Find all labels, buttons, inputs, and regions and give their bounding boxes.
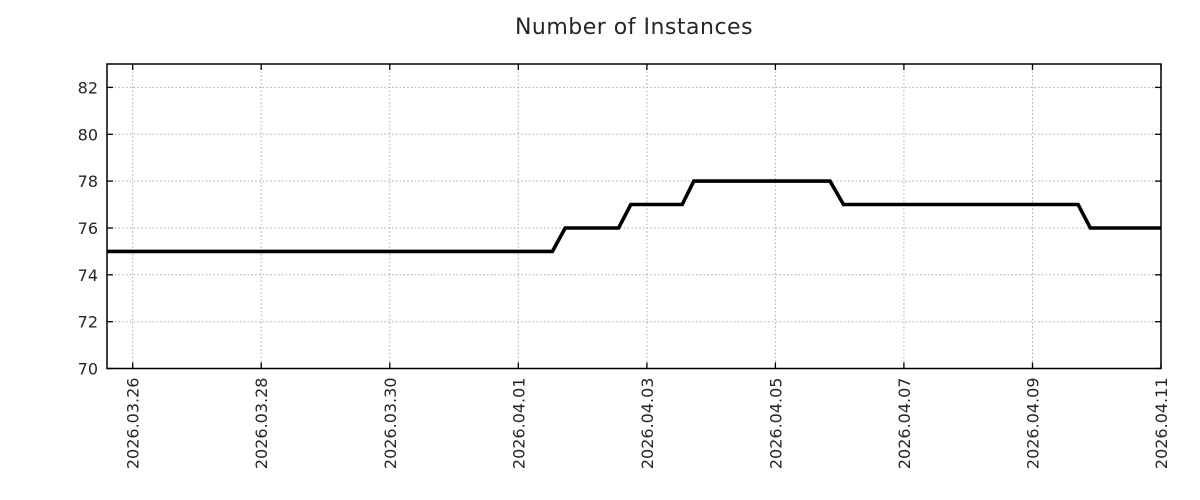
x-tick-label: 2026.04.09 <box>1024 378 1043 470</box>
y-tick-label: 80 <box>78 125 98 144</box>
x-tick-label: 2026.03.28 <box>252 378 271 470</box>
x-tick-label: 2026.03.26 <box>124 378 143 470</box>
x-tick-label: 2026.04.01 <box>509 378 528 470</box>
y-tick-label: 74 <box>78 266 98 285</box>
x-tick-label: 2026.04.03 <box>638 378 657 470</box>
chart-title: Number of Instances <box>514 15 754 40</box>
y-tick-label: 72 <box>78 313 98 332</box>
data-line <box>107 179 1161 254</box>
x-tick-label: 2026.04.11 <box>1152 378 1171 470</box>
y-tick-label: 82 <box>78 78 98 97</box>
plot-border <box>106 63 1162 370</box>
x-tick-label: 2026.04.05 <box>766 378 785 470</box>
x-tick-label: 2026.04.07 <box>895 378 914 470</box>
y-tick-label: 70 <box>78 360 98 379</box>
x-tick-label: 2026.03.30 <box>381 378 400 470</box>
y-tick-label: 78 <box>78 172 98 191</box>
y-tick-label: 76 <box>78 219 98 238</box>
